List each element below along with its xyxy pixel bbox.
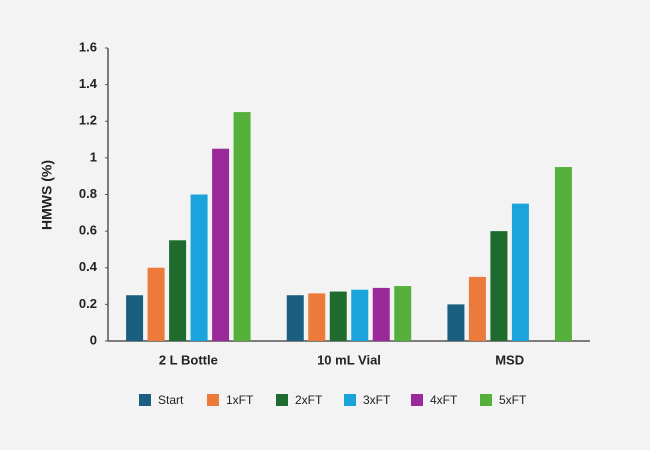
bar [447,304,465,341]
bar [490,231,508,341]
legend-swatch [139,394,151,406]
legend-label: Start [158,393,184,407]
legend-label: 4xFT [430,393,458,407]
legend-label: 3xFT [363,393,391,407]
bar [126,295,144,341]
y-tick-label: 0.6 [79,223,97,238]
bar [190,194,208,341]
legend-swatch [207,394,219,406]
bar [511,203,529,341]
x-tick-label: 10 mL Vial [317,352,381,367]
legend-swatch [344,394,356,406]
y-tick-label: 0 [90,332,97,347]
bar [212,148,230,341]
x-tick-label: MSD [495,352,524,367]
y-tick-label: 1 [90,149,97,164]
legend-label: 2xFT [295,393,323,407]
y-tick-label: 0.2 [79,296,97,311]
bar [468,276,486,341]
y-tick-label: 1.6 [79,39,97,54]
bar [308,293,326,341]
legend-swatch [480,394,492,406]
bar [394,286,412,341]
x-tick-label: 2 L Bottle [159,352,218,367]
legend-label: 1xFT [226,393,254,407]
y-axis-label: HMWS (%) [39,160,55,230]
y-tick-label: 0.8 [79,186,97,201]
y-tick-label: 0.4 [79,259,98,274]
bar [286,295,304,341]
bar [169,240,187,341]
legend-swatch [411,394,423,406]
bar [329,291,347,341]
bar [351,289,369,341]
legend-swatch [276,394,288,406]
y-tick-label: 1.4 [79,76,98,91]
bar [147,267,165,341]
bar [554,167,572,341]
bar [233,112,251,341]
bar [372,287,390,341]
legend-label: 5xFT [499,393,527,407]
y-tick-label: 1.2 [79,113,97,128]
